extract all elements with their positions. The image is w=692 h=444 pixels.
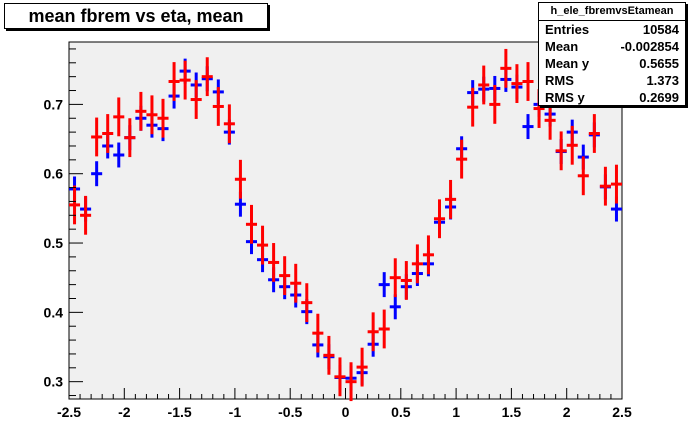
- stats-row-mean-y: Mean y 0.5655: [539, 55, 685, 72]
- data-point: [190, 80, 202, 119]
- data-point: [102, 114, 114, 153]
- x-tick-label: 0: [342, 404, 350, 420]
- x-tick-label: -1.5: [168, 404, 192, 420]
- stats-value: 1.373: [646, 73, 679, 88]
- stats-histogram-name: h_ele_fbremvsEtamean: [539, 3, 685, 21]
- x-tick-label: -2.5: [57, 404, 81, 420]
- data-point: [566, 125, 578, 165]
- data-point: [113, 142, 125, 168]
- x-tick-label: -2: [118, 404, 131, 420]
- data-point: [212, 87, 224, 126]
- data-point: [456, 139, 468, 179]
- data-point: [389, 294, 401, 320]
- data-point: [610, 164, 622, 204]
- data-point: [124, 118, 136, 158]
- stats-value: 0.5655: [639, 56, 679, 71]
- x-tick-label: -1: [229, 404, 242, 420]
- data-point: [378, 272, 390, 298]
- y-tick-label: 0.4: [44, 304, 64, 320]
- chart-title: mean fbrem vs eta, mean: [4, 3, 268, 29]
- stats-label: Mean y: [545, 56, 590, 71]
- data-point: [91, 117, 103, 157]
- stats-label: Mean: [545, 39, 579, 54]
- data-point: [323, 335, 335, 375]
- data-markers: [69, 48, 622, 402]
- data-point: [279, 256, 291, 296]
- data-point: [422, 235, 434, 275]
- stats-row-rms-y: RMS y 0.2699: [539, 89, 685, 106]
- data-point: [599, 166, 611, 206]
- data-point: [223, 104, 235, 144]
- x-tick-label: 1: [452, 404, 460, 420]
- data-point: [179, 60, 191, 100]
- data-point: [378, 309, 390, 349]
- data-point: [445, 179, 457, 219]
- data-point: [168, 62, 180, 101]
- data-point: [157, 98, 169, 138]
- stats-row-rms: RMS 1.373: [539, 72, 685, 89]
- data-point: [245, 204, 258, 244]
- data-point: [489, 84, 501, 124]
- stats-label: RMS y: [545, 90, 585, 105]
- data-point: [433, 199, 446, 239]
- data-point: [478, 65, 490, 105]
- data-point: [345, 362, 357, 402]
- data-point: [290, 263, 302, 303]
- data-point: [146, 95, 158, 135]
- data-point: [367, 312, 379, 352]
- x-tick-label: 0.5: [391, 404, 411, 420]
- data-point: [588, 114, 600, 153]
- data-point: [234, 159, 246, 199]
- data-point: [389, 258, 401, 298]
- data-point: [301, 283, 313, 323]
- stats-row-mean: Mean -0.002854: [539, 38, 685, 55]
- data-point: [577, 156, 589, 196]
- x-tick-label: -0.5: [278, 404, 302, 420]
- data-point: [334, 357, 346, 397]
- data-point: [522, 62, 534, 101]
- stats-value: -0.002854: [620, 39, 679, 54]
- data-point: [555, 131, 567, 171]
- data-point: [80, 195, 92, 235]
- data-point: [400, 261, 412, 300]
- axes: -2.5 -2 -1.5 -1 -0.5 0 0.5 1 1.5 2 2.5 0.3 0.4 0.5 0.6…: [44, 48, 632, 420]
- stats-value: 0.2699: [639, 90, 679, 105]
- data-point: [411, 244, 423, 284]
- plot-area: [68, 41, 623, 400]
- data-point: [511, 64, 523, 104]
- stats-label: Entries: [545, 22, 590, 37]
- data-point: [91, 161, 103, 187]
- y-tick-label: 0.5: [44, 235, 64, 251]
- data-point: [522, 114, 534, 140]
- data-point: [69, 185, 81, 225]
- stats-value: 10584: [642, 22, 679, 37]
- x-tick-label: 2: [563, 404, 571, 420]
- data-point: [135, 91, 147, 131]
- data-point: [356, 347, 368, 387]
- data-point: [467, 87, 479, 127]
- data-point: [201, 57, 213, 97]
- data-point: [268, 243, 280, 282]
- data-point: [257, 225, 269, 265]
- stats-box: h_ele_fbremvsEtamean Entries 10584 Mean …: [538, 2, 686, 106]
- data-point: [113, 97, 125, 137]
- data-point: [312, 313, 324, 353]
- y-tick-label: 0.7: [44, 96, 64, 112]
- y-tick-label: 0.6: [44, 166, 64, 182]
- data-point: [500, 48, 512, 88]
- x-tick-label: 1.5: [502, 404, 522, 420]
- y-tick-label: 0.3: [44, 374, 64, 390]
- stats-row-entries: Entries 10584: [539, 21, 685, 38]
- x-tick-label: 2.5: [612, 404, 632, 420]
- data-point: [544, 100, 556, 140]
- stats-label: RMS: [545, 73, 574, 88]
